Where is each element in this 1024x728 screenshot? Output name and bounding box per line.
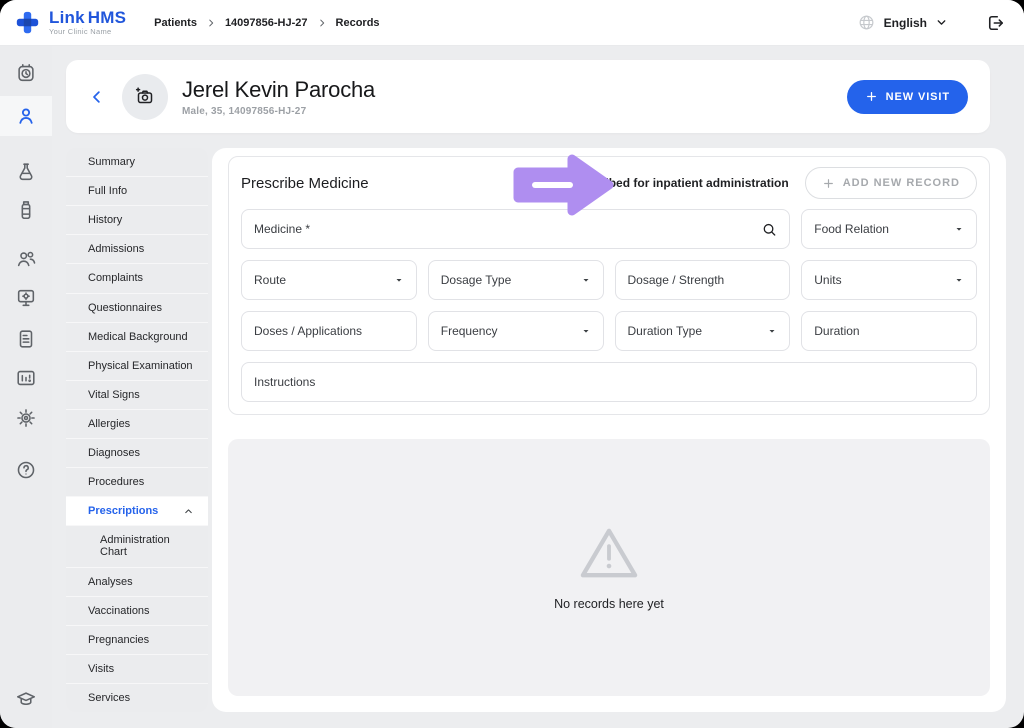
- patient-meta: Male, 35, 14097856-HJ-27: [182, 105, 307, 117]
- caret-down-icon: [583, 329, 588, 333]
- rail-help-icon[interactable]: [0, 452, 52, 488]
- sidebar-item-questionnaires[interactable]: Questionnaires: [66, 294, 208, 323]
- form-title: Prescribe Medicine: [241, 174, 369, 192]
- doses-applications-input[interactable]: [254, 324, 404, 338]
- language-label: English: [883, 15, 927, 30]
- caret-down-icon: [956, 227, 962, 231]
- chevron-up-icon: [185, 509, 192, 514]
- breadcrumb: Patients 14097856-HJ-27 Records: [154, 17, 379, 29]
- food-relation-select[interactable]: Food Relation: [801, 209, 977, 249]
- globe-icon: [859, 15, 874, 30]
- instructions-field[interactable]: [241, 362, 977, 402]
- app-logo[interactable]: Link HMS Your Clinic Name: [0, 9, 126, 36]
- prescriptions-panel: Prescribe Medicine Prescribed for inpati…: [212, 148, 1006, 712]
- chevron-left-icon: [93, 90, 100, 103]
- caret-down-icon: [956, 278, 962, 282]
- sidebar-item-complaints[interactable]: Complaints: [66, 264, 208, 294]
- breadcrumb-patients[interactable]: Patients: [154, 16, 197, 29]
- rail-laboratory-icon[interactable]: [0, 154, 52, 190]
- chevron-right-icon: [206, 18, 216, 28]
- medicine-input[interactable]: [254, 222, 761, 236]
- patient-header-card: Jerel Kevin Parocha Male, 35, 14097856-H…: [66, 60, 990, 133]
- instructions-input[interactable]: [254, 375, 964, 389]
- caret-down-icon: [583, 278, 588, 282]
- icon-rail: [0, 45, 52, 728]
- sidebar-item-full-info[interactable]: Full Info: [66, 177, 208, 207]
- rail-workstation-icon[interactable]: [0, 280, 52, 316]
- route-select[interactable]: Route: [241, 260, 417, 300]
- medicine-field[interactable]: [241, 209, 791, 249]
- rail-patients-icon[interactable]: [0, 96, 52, 136]
- dosage-strength-input[interactable]: [627, 273, 778, 287]
- caret-down-icon: [396, 278, 402, 282]
- rail-education-icon[interactable]: [0, 682, 52, 718]
- breadcrumb-patient-id[interactable]: 14097856-HJ-27: [224, 16, 308, 29]
- brand-title: Link HMS: [49, 8, 127, 28]
- sidebar-item-pregnancies[interactable]: Pregnancies: [66, 626, 208, 655]
- sidebar-item-administration-chart[interactable]: Administration Chart: [66, 526, 208, 568]
- sidebar-item-allergies[interactable]: Allergies: [66, 410, 208, 440]
- rail-reports-icon[interactable]: [0, 360, 52, 396]
- brand-tagline: Your Clinic Name: [49, 27, 112, 37]
- plus-icon: [823, 178, 833, 188]
- sidebar-item-admissions[interactable]: Admissions: [66, 235, 208, 265]
- duration-field[interactable]: [801, 311, 977, 351]
- sidebar-item-services[interactable]: Services: [88, 692, 131, 705]
- top-bar: Link HMS Your Clinic Name Patients 140978…: [0, 0, 1024, 45]
- sidebar-item-analyses[interactable]: Analyses: [66, 568, 208, 597]
- new-visit-button[interactable]: NEW VISIT: [846, 79, 968, 114]
- chevron-right-icon: [317, 18, 327, 28]
- sidebar-item-vital-signs[interactable]: Vital Signs: [66, 381, 208, 410]
- empty-state-message: No records here yet: [554, 596, 664, 611]
- sidebar-item-visits[interactable]: Visits: [66, 655, 208, 684]
- rail-pharmacy-icon[interactable]: [0, 192, 52, 228]
- add-new-record-label: ADD NEW RECORD: [842, 177, 960, 189]
- back-button[interactable]: [88, 88, 106, 106]
- brand-cross-icon: [16, 11, 39, 34]
- rail-spacer: [0, 488, 52, 682]
- duration-input[interactable]: [814, 324, 964, 338]
- sidebar-item-physical-examination[interactable]: Physical Examination: [66, 352, 208, 381]
- inpatient-checkbox-label: Prescribed for inpatient administration: [568, 176, 789, 190]
- dosage-type-select[interactable]: Dosage Type: [427, 260, 604, 300]
- doses-applications-field[interactable]: [241, 311, 417, 351]
- warning-triangle-icon: [580, 528, 638, 577]
- prescribe-medicine-form: Prescribe Medicine Prescribed for inpati…: [228, 156, 990, 415]
- logout-button[interactable]: [986, 13, 1006, 33]
- add-new-record-button[interactable]: ADD NEW RECORD: [804, 167, 977, 199]
- sidebar-item-summary[interactable]: Summary: [66, 148, 208, 178]
- sidebar-item-vaccinations[interactable]: Vaccinations: [66, 597, 208, 626]
- rail-staff-icon[interactable]: [0, 241, 52, 277]
- rail-documents-icon[interactable]: [0, 321, 52, 357]
- sidebar-item-diagnoses[interactable]: Diagnoses: [66, 439, 208, 469]
- chevron-down-icon: [937, 20, 946, 25]
- record-section-nav: Summary Full Info History Admissions Com…: [66, 148, 208, 712]
- sidebar-item-medical-background[interactable]: Medical Background: [66, 323, 208, 352]
- inpatient-checkbox[interactable]: [544, 175, 559, 191]
- sidebar-item-procedures[interactable]: Procedures: [66, 468, 208, 498]
- frequency-select[interactable]: Frequency: [427, 311, 604, 351]
- rail-settings-icon[interactable]: [0, 400, 52, 436]
- search-icon[interactable]: [761, 221, 777, 238]
- camera-plus-icon: [135, 86, 153, 103]
- duration-type-select[interactable]: Duration Type: [614, 311, 791, 351]
- sidebar-item-prescriptions[interactable]: Prescriptions: [66, 497, 208, 527]
- dosage-strength-field[interactable]: [614, 260, 791, 300]
- logout-icon: [988, 15, 1004, 30]
- sidebar-item-history[interactable]: History: [66, 206, 208, 236]
- language-selector[interactable]: English: [857, 13, 948, 32]
- new-visit-label: NEW VISIT: [885, 90, 950, 103]
- breadcrumb-records[interactable]: Records: [335, 16, 380, 29]
- plus-icon: [866, 92, 876, 101]
- patient-avatar-upload[interactable]: [122, 73, 168, 120]
- records-empty-state: No records here yet: [228, 439, 990, 696]
- patient-name: Jerel Kevin Parocha: [182, 76, 376, 102]
- inpatient-checkbox-group: Prescribed for inpatient administration: [544, 175, 789, 191]
- caret-down-icon: [769, 329, 775, 333]
- units-select[interactable]: Units: [801, 260, 977, 300]
- rail-schedule-icon[interactable]: [0, 55, 52, 91]
